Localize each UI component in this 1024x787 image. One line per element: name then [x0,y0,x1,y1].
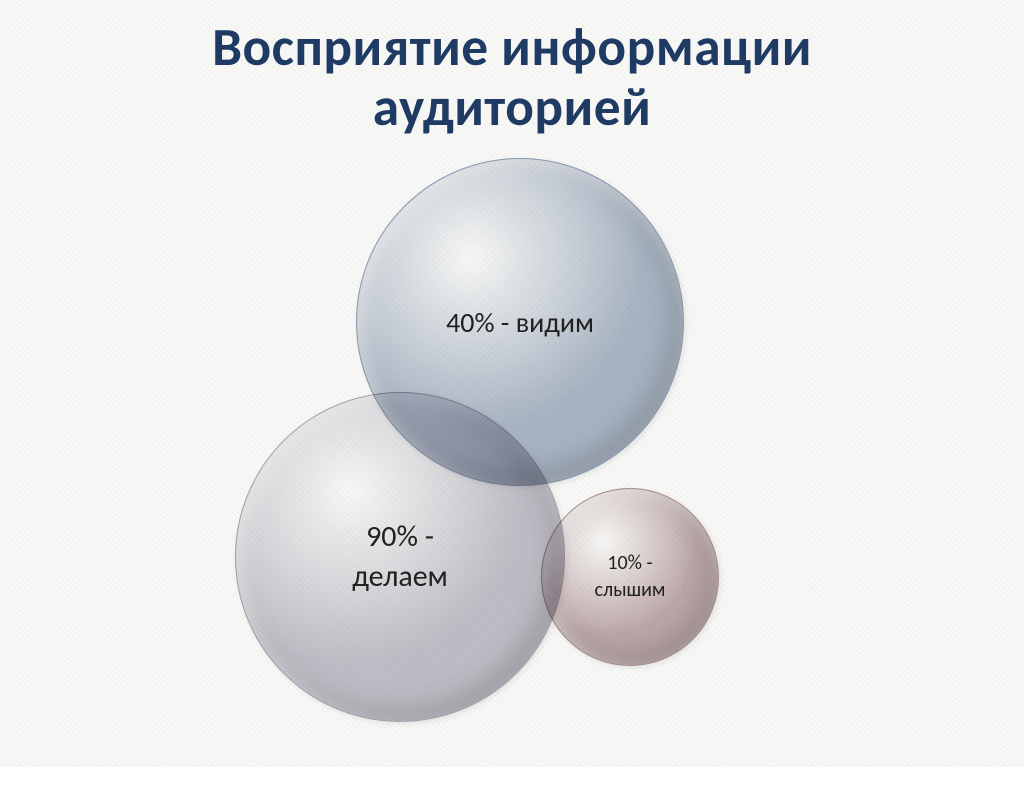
circle-label-see: 40% - видим [446,304,594,342]
bubble-diagram: 40% - видим 90% - делаем 10% - слышим [0,137,1024,787]
circle-hear: 10% - слышим [541,488,719,666]
circle-do: 90% - делаем [235,392,565,722]
circle-label-do: 90% - делаем [352,517,448,598]
page-title: Восприятие информации аудиторией [0,0,1024,137]
title-line-2: аудиторией [373,75,652,140]
circle-label-hear: 10% - слышим [595,550,666,604]
title-line-1: Восприятие информации [212,15,812,80]
